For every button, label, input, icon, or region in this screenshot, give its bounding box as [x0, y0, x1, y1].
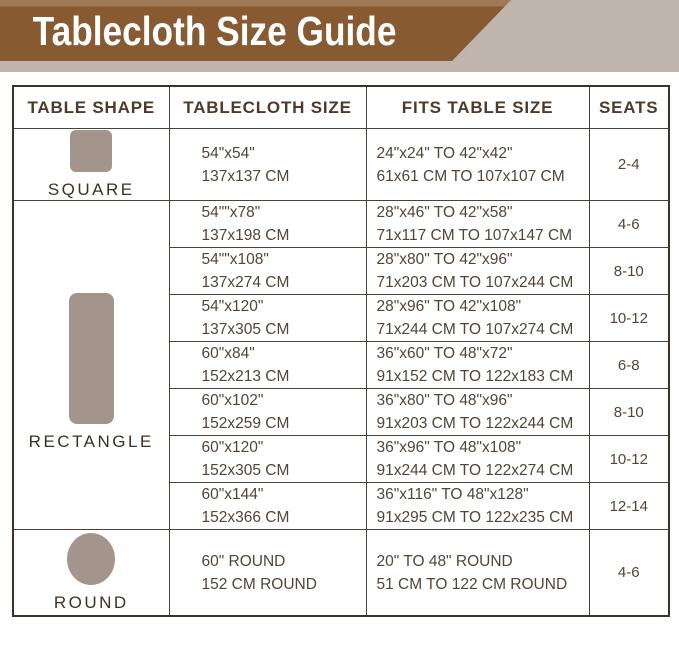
tablecloth-size-cell: 60"x120" 152x305 CM	[168, 435, 367, 483]
shape-wrap-square: SQUARE	[14, 129, 169, 200]
col-header-fits-table-size: FITS TABLE SIZE	[365, 85, 590, 129]
shape-wrap-round: ROUND	[14, 532, 169, 613]
tablecloth-size-line-2: 152x259 CM	[201, 415, 290, 432]
fits-table-size-cell: 24"x24" TO 42"x42" 61x61 CM TO 107x107 CM	[365, 128, 590, 201]
tablecloth-size-line-2: 152x213 CM	[201, 368, 290, 385]
fits-table-size-line-1: 36"x80" TO 48"x96"	[376, 392, 513, 409]
tablecloth-size-line-1: 54"x120"	[201, 298, 264, 315]
shape-label-rectangle: RECTANGLE	[28, 431, 154, 451]
tablecloth-size-cell: 54""x78" 137x198 CM	[168, 200, 367, 248]
fits-table-size-line-2: 61x61 CM TO 107x107 CM	[376, 167, 565, 185]
fits-table-size-line-2: 51 CM TO 122 CM ROUND	[376, 575, 568, 593]
shape-wrap-rectangle: RECTANGLE	[14, 279, 169, 452]
shape-cell-round: ROUND	[12, 529, 170, 617]
page-title: Tablecloth Size Guide	[32, 8, 397, 54]
tablecloth-size-line-1: 60"x102"	[201, 392, 264, 409]
header-band: Tablecloth Size Guide	[0, 0, 679, 72]
tablecloth-size-cell: 54""x108" 137x274 CM	[168, 247, 367, 295]
tablecloth-size-line-2: 152x366 CM	[201, 509, 290, 526]
fits-table-size-line-2: 71x117 CM TO 107x147 CM	[376, 227, 573, 244]
fits-table-size-line-1: 36"x116" TO 48"x128"	[376, 486, 529, 503]
col-header-tablecloth-size: TABLECLOTH SIZE	[168, 85, 367, 129]
fits-table-size-line-1: 28"x46" TO 42"x58"	[376, 204, 513, 221]
fits-table-size-cell: 36"x96" TO 48"x108" 91x244 CM TO 122x274 …	[365, 435, 590, 483]
fits-table-size-cell: 28"x96" TO 42"x108" 71x244 CM TO 107x274 …	[365, 294, 590, 342]
seats-cell: 4-6	[588, 200, 670, 248]
fits-table-size-line-1: 28"x96" TO 42"x108"	[376, 298, 522, 315]
fits-table-size-line-1: 36"x60" TO 48"x72"	[376, 345, 513, 362]
tablecloth-size-line-1: 60" ROUND	[201, 552, 286, 570]
tablecloth-size-line-2: 152x305 CM	[201, 462, 290, 479]
seats-cell: 6-8	[588, 341, 670, 389]
fits-table-size-line-2: 71x244 CM TO 107x274 CM	[376, 321, 574, 338]
table-row-rectangle-5: 60"x102" 152x259 CM 36"x80" TO 48"x96" 91x2…	[13, 388, 670, 436]
fits-table-size-line-2: 91x295 CM TO 122x235 CM	[376, 509, 574, 526]
shape-cell-rectangle: RECTANGLE	[12, 200, 170, 530]
tablecloth-size-line-1: 54"x54"	[201, 144, 255, 162]
tablecloth-size-cell: 60"x144" 152x366 CM	[168, 482, 367, 530]
col-header-seats: SEATS	[588, 85, 670, 129]
round-shape-icon	[67, 532, 116, 585]
fits-table-size-cell: 36"x60" TO 48"x72" 91x152 CM TO 122x183 C…	[365, 341, 590, 389]
fits-table-size-line-1: 20" TO 48" ROUND	[376, 552, 513, 570]
col-header-table-shape: TABLE SHAPE	[12, 85, 170, 129]
tablecloth-size-cell: 60"x102" 152x259 CM	[168, 388, 367, 436]
tablecloth-size-line-1: 60"x144"	[201, 486, 264, 503]
fits-table-size-line-2: 91x203 CM TO 122x244 CM	[376, 415, 574, 432]
table-header-row: TABLE SHAPE TABLECLOTH SIZE FITS TABLE S…	[12, 85, 670, 129]
table-row-rectangle-6: 60"x120" 152x305 CM 36"x96" TO 48"x108" 91x…	[13, 435, 670, 483]
seats-cell: 10-12	[588, 294, 670, 342]
tablecloth-size-line-1: 54""x108"	[201, 251, 269, 268]
title-banner: Tablecloth Size Guide	[0, 0, 511, 61]
seats-cell: 10-12	[588, 435, 670, 483]
fits-table-size-cell: 28"x46" TO 42"x58" 71x117 CM TO 107x147 C…	[365, 200, 590, 248]
tablecloth-size-cell: 54"x54" 137x137 CM	[168, 128, 367, 201]
fits-table-size-line-2: 91x152 CM TO 122x183 CM	[376, 368, 574, 385]
shape-cell-square: SQUARE	[12, 128, 170, 201]
seats-cell: 8-10	[588, 388, 670, 436]
seats-cell: 8-10	[588, 247, 670, 295]
fits-table-size-line-2: 71x203 CM TO 107x244 CM	[376, 274, 574, 291]
tablecloth-size-line-2: 137x198 CM	[201, 227, 290, 244]
fits-table-size-line-1: 28"x80" TO 42"x96"	[376, 251, 513, 268]
fits-table-size-cell: 28"x80" TO 42"x96" 71x203 CM TO 107x244 C…	[365, 247, 590, 295]
size-guide-table: TABLE SHAPE TABLECLOTH SIZE FITS TABLE S…	[12, 85, 670, 617]
tablecloth-size-line-1: 60"x120"	[201, 439, 264, 456]
table-row-rectangle-2: 54""x108" 137x274 CM 28"x80" TO 42"x96" 71x…	[13, 247, 670, 295]
shape-label-round: ROUND	[53, 592, 129, 612]
tablecloth-size-line-2: 152 CM ROUND	[201, 575, 317, 593]
table-row-round-1: ROUND 60" ROUND 152 CM ROUND 20" TO 48" ROU…	[12, 529, 670, 617]
tablecloth-size-line-1: 60"x84"	[201, 345, 255, 362]
fits-table-size-line-2: 91x244 CM TO 122x274 CM	[376, 462, 574, 479]
fits-table-size-cell: 20" TO 48" ROUND 51 CM TO 122 CM ROUND	[365, 529, 590, 617]
fits-table-size-line-1: 36"x96" TO 48"x108"	[376, 439, 522, 456]
fits-table-size-cell: 36"x116" TO 48"x128" 91x295 CM TO 122x235…	[365, 482, 590, 530]
tablecloth-size-cell: 60"x84" 152x213 CM	[168, 341, 367, 389]
table-row-rectangle-3: 54"x120" 137x305 CM 28"x96" TO 42"x108" 71x…	[13, 294, 670, 342]
seats-cell: 2-4	[588, 128, 670, 201]
seats-cell: 4-6	[588, 529, 670, 617]
tablecloth-size-line-1: 54""x78"	[201, 204, 261, 221]
table-body: SQUARE 54"x54" 137x137 CM 24"x24" TO 42"x42…	[12, 128, 670, 617]
table-row-square-1: SQUARE 54"x54" 137x137 CM 24"x24" TO 42"x42…	[12, 128, 670, 201]
tablecloth-size-line-2: 137x274 CM	[201, 274, 290, 291]
seats-cell: 12-14	[588, 482, 670, 530]
tablecloth-size-line-2: 137x137 CM	[201, 167, 290, 185]
table-row-rectangle-7: 60"x144" 152x366 CM 36"x116" TO 48"x128" 91…	[13, 482, 670, 530]
table-row-rectangle-1: RECTANGLE 54""x78" 137x198 CM 28"x46" TO 42…	[12, 200, 670, 530]
tablecloth-size-cell: 54"x120" 137x305 CM	[168, 294, 367, 342]
fits-table-size-line-1: 24"x24" TO 42"x42"	[376, 144, 513, 162]
fits-table-size-cell: 36"x80" TO 48"x96" 91x203 CM TO 122x244 C…	[365, 388, 590, 436]
shape-label-square: SQUARE	[47, 179, 135, 199]
rectangle-shape-icon	[68, 292, 114, 424]
square-shape-icon	[70, 129, 113, 172]
tablecloth-size-cell: 60" ROUND 152 CM ROUND	[168, 529, 367, 617]
tablecloth-size-line-2: 137x305 CM	[201, 321, 290, 338]
table-row-rectangle-4: 60"x84" 152x213 CM 36"x60" TO 48"x72" 91x15…	[13, 341, 670, 389]
